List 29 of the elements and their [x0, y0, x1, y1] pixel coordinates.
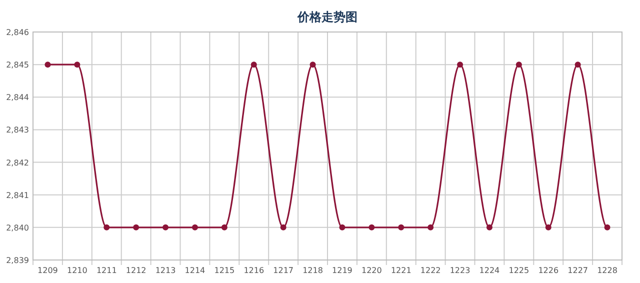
y-tick-label: 2,840 — [6, 223, 29, 232]
x-tick-label: 1223 — [450, 266, 470, 275]
x-tick-label: 1210 — [66, 266, 88, 275]
x-tick-label: 1219 — [332, 266, 352, 275]
x-tick-label: 1228 — [597, 266, 618, 275]
x-tick-label: 1222 — [420, 266, 441, 275]
x-tick-label: 1216 — [244, 266, 264, 275]
x-tick-label: 1225 — [508, 266, 530, 275]
y-tick-label: 2,846 — [6, 28, 29, 37]
x-tick-label: 1214 — [184, 266, 206, 275]
x-tick-label: 1209 — [38, 266, 58, 275]
x-tick-label: 1221 — [390, 266, 412, 275]
x-tick-label: 1224 — [479, 266, 500, 275]
x-tick-label: 1215 — [214, 266, 235, 275]
x-tick-label: 1226 — [538, 266, 559, 275]
x-tick-label: 1211 — [96, 266, 117, 275]
x-tick-label: 1220 — [361, 266, 382, 275]
x-tick-label: 1212 — [126, 266, 146, 275]
y-tick-label: 2,839 — [6, 256, 29, 265]
x-tick-label: 1213 — [155, 266, 176, 275]
chart-title: 价格走势图 — [296, 10, 358, 24]
x-tick-label: 1218 — [302, 266, 323, 275]
x-tick-label: 1227 — [568, 266, 588, 275]
x-tick-label: 1217 — [273, 266, 294, 275]
y-tick-label: 2,844 — [6, 93, 29, 102]
y-tick-label: 2,841 — [6, 190, 29, 200]
y-tick-label: 2,842 — [6, 158, 29, 168]
y-tick-label: 2,843 — [6, 126, 29, 135]
y-tick-label: 2,845 — [6, 60, 29, 70]
